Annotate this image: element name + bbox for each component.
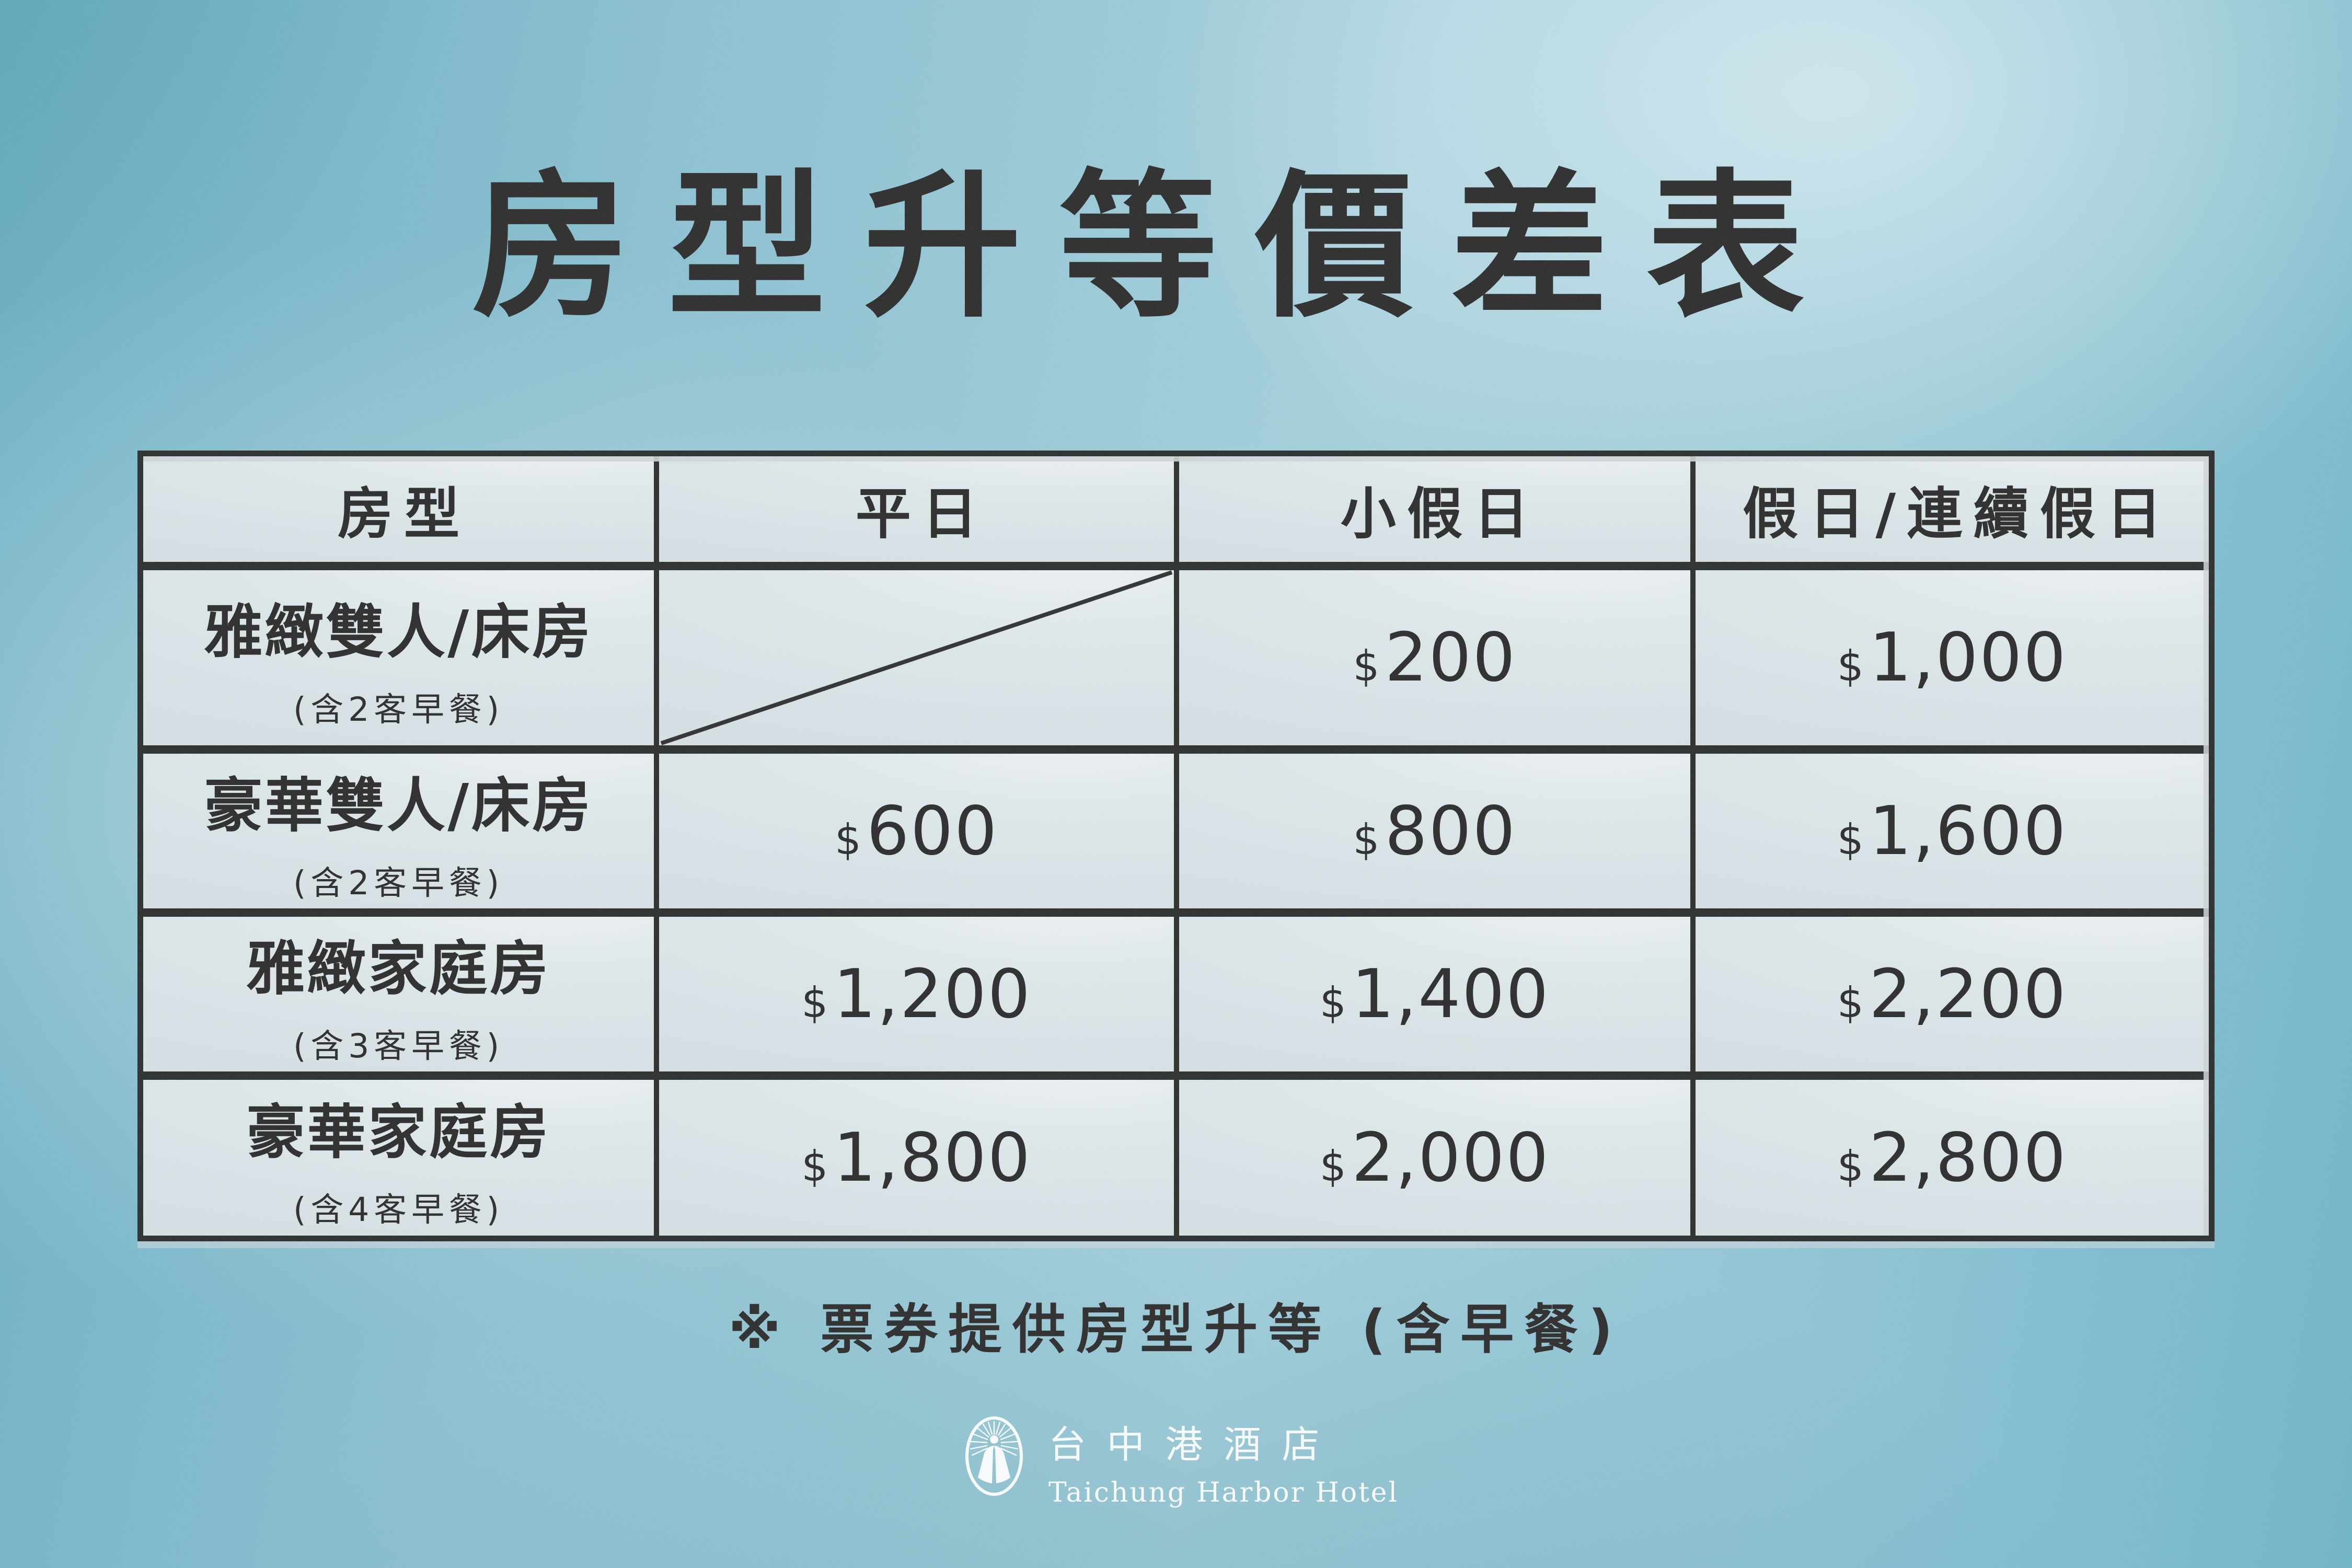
- price-amount: 2,800: [1869, 1119, 2068, 1197]
- price-cell: $1,200: [659, 917, 1174, 1071]
- currency-symbol: $: [801, 1142, 828, 1191]
- hotel-logo-icon: [965, 1416, 1023, 1496]
- room-name: 雅緻雙人/床房: [204, 598, 593, 666]
- price-cell: $800: [1179, 754, 1690, 908]
- room-breakfast-note: (含2客早餐): [293, 690, 504, 729]
- diagonal-strikethrough: [660, 570, 1173, 745]
- currency-symbol: $: [1319, 978, 1346, 1027]
- price-cell: $600: [659, 754, 1174, 908]
- price-amount: 2,200: [1869, 955, 2068, 1033]
- page-title: 房型升等價差表: [472, 156, 1842, 339]
- room-type-cell: 雅緻雙人/床房 (含2客早餐): [143, 570, 654, 745]
- price-amount: 1,000: [1869, 619, 2068, 697]
- column-header-minor-holiday: 小假日: [1179, 456, 1690, 562]
- hotel-name-zh: 台中港酒店: [1048, 1423, 1341, 1467]
- upgrade-footnote: ※ 票券提供房型升等 (含早餐): [729, 1299, 1623, 1361]
- price-cell: $1,000: [1696, 570, 2209, 745]
- price-table-grid: 房型 平日 小假日 假日/連續假日 雅緻雙人/床房 (含2客早餐) $200 $…: [143, 456, 2209, 1236]
- currency-symbol: $: [1837, 642, 1864, 690]
- price-cell: $2,800: [1696, 1080, 2209, 1236]
- currency-symbol: $: [1837, 815, 1864, 864]
- price-amount: 2,000: [1351, 1119, 1550, 1197]
- currency-symbol: $: [801, 978, 828, 1027]
- room-breakfast-note: (含4客早餐): [293, 1190, 504, 1229]
- price-amount: 200: [1385, 619, 1517, 697]
- price-cell: $1,600: [1696, 754, 2209, 908]
- room-name: 豪華雙人/床房: [204, 771, 593, 840]
- room-breakfast-note: (含2客早餐): [293, 863, 504, 902]
- currency-symbol: $: [1319, 1142, 1346, 1191]
- price-cell: $2,200: [1696, 917, 2209, 1071]
- column-header-weekday: 平日: [659, 456, 1174, 562]
- currency-symbol: $: [1353, 815, 1380, 864]
- room-name: 雅緻家庭房: [246, 935, 551, 1003]
- room-type-cell: 雅緻家庭房 (含3客早餐): [143, 917, 654, 1071]
- hotel-logo-text: 台中港酒店 Taichung Harbor Hotel: [1048, 1416, 1399, 1508]
- price-amount: 1,200: [833, 955, 1032, 1033]
- price-amount: 1,600: [1869, 792, 2068, 870]
- column-header-holiday: 假日/連續假日: [1696, 456, 2209, 562]
- price-cell: $1,400: [1179, 917, 1690, 1071]
- currency-symbol: $: [1837, 978, 1864, 1027]
- currency-symbol: $: [1353, 642, 1380, 690]
- column-header-room-type: 房型: [143, 456, 654, 562]
- price-amount: 800: [1385, 792, 1517, 870]
- price-cell: $2,000: [1179, 1080, 1690, 1236]
- price-amount: 1,800: [833, 1119, 1032, 1197]
- currency-symbol: $: [835, 815, 861, 864]
- room-type-cell: 豪華雙人/床房 (含2客早餐): [143, 754, 654, 908]
- hotel-logo: 台中港酒店 Taichung Harbor Hotel: [965, 1416, 1399, 1508]
- table-top-bevel: [143, 456, 2209, 462]
- currency-symbol: $: [1837, 1142, 1864, 1191]
- room-name: 豪華家庭房: [246, 1098, 551, 1167]
- room-breakfast-note: (含3客早餐): [293, 1027, 504, 1065]
- hotel-name-en: Taichung Harbor Hotel: [1048, 1477, 1399, 1508]
- price-amount: 1,400: [1351, 955, 1550, 1033]
- price-cell: $200: [1179, 570, 1690, 745]
- price-cell: $1,800: [659, 1080, 1174, 1236]
- table-right-bevel: [2204, 456, 2209, 1236]
- empty-price-cell: [659, 570, 1174, 745]
- room-type-cell: 豪華家庭房 (含4客早餐): [143, 1080, 654, 1236]
- price-table: 房型 平日 小假日 假日/連續假日 雅緻雙人/床房 (含2客早餐) $200 $…: [137, 451, 2215, 1248]
- price-amount: 600: [866, 792, 998, 870]
